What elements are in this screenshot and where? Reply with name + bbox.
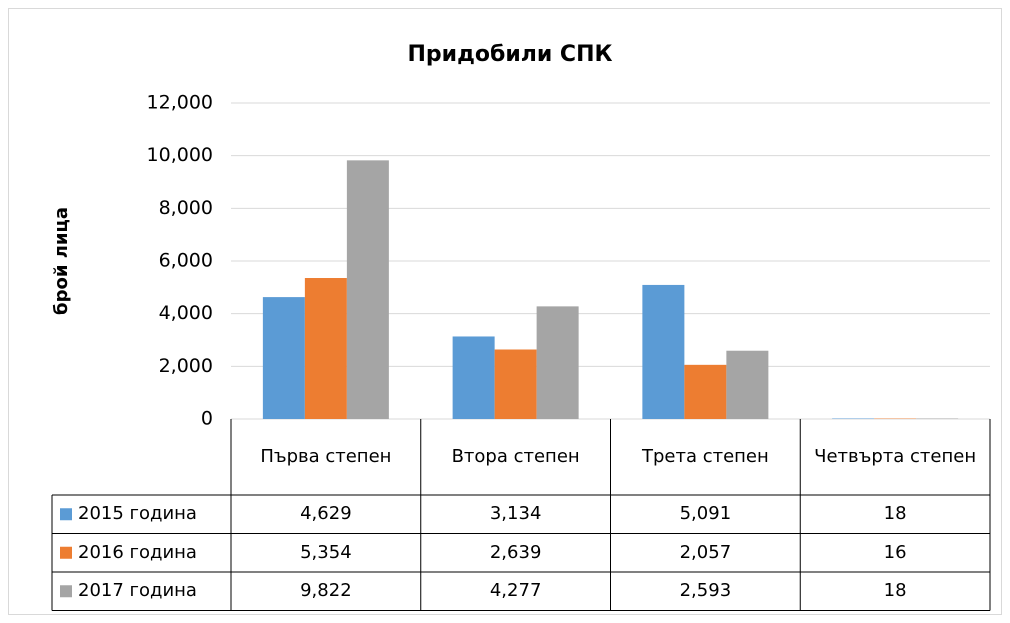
legend-swatch: [60, 508, 72, 521]
table-value: 2,593: [679, 580, 732, 602]
table-value: 4,277: [489, 580, 542, 602]
legend-label: 2016 година: [78, 541, 197, 563]
y-tick-label: 6,000: [159, 250, 213, 272]
y-tick-label: 8,000: [159, 197, 213, 219]
legend-swatch: [60, 546, 72, 559]
bar: [494, 349, 537, 419]
table-value: 18: [883, 503, 907, 525]
table-value: 18: [883, 580, 907, 602]
chart-border: [8, 8, 1002, 615]
category-label: Първа степен: [260, 446, 392, 467]
bar: [642, 284, 685, 419]
legend-swatch: [60, 585, 72, 598]
table-value: 3,134: [489, 503, 542, 525]
bar: [726, 350, 769, 419]
bar: [346, 160, 389, 419]
table-value: 5,091: [679, 503, 732, 525]
category-label: Втора степен: [451, 446, 580, 467]
table-value: 16: [883, 541, 907, 563]
table-value: 2,639: [489, 541, 542, 563]
table-value: 2,057: [679, 541, 732, 563]
legend-label: 2015 година: [78, 503, 197, 525]
bar: [304, 278, 347, 419]
table-value: 4,629: [300, 503, 352, 525]
category-label: Четвърта степен: [814, 446, 977, 467]
table-value: 5,354: [300, 541, 352, 563]
y-tick-label: 2,000: [159, 355, 213, 377]
y-tick-label: 10,000: [147, 144, 213, 166]
chart-title: Придобили СПК: [408, 42, 613, 67]
category-label: Трета степен: [641, 446, 769, 467]
bar: [684, 364, 727, 419]
bar: [452, 336, 495, 419]
bar: [262, 297, 305, 419]
y-tick-label: 0: [201, 408, 213, 430]
y-tick-label: 12,000: [147, 92, 213, 114]
y-axis-label: брой лица: [51, 207, 72, 315]
bar: [536, 306, 579, 419]
y-tick-label: 4,000: [159, 302, 213, 324]
legend-label: 2017 година: [78, 580, 197, 602]
table-value: 9,822: [300, 580, 352, 602]
